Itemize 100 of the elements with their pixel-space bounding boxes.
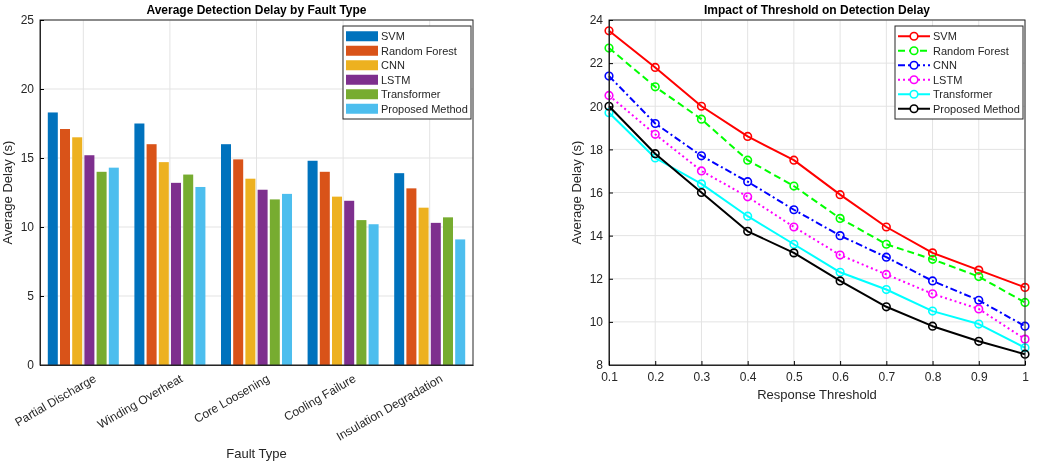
point — [974, 271, 984, 282]
point — [604, 71, 614, 81]
bar — [146, 144, 157, 365]
bar — [430, 222, 441, 365]
point — [881, 284, 891, 295]
x-tick-label: 0.3 — [693, 369, 711, 384]
point — [696, 101, 707, 111]
point — [789, 205, 799, 215]
x-tick-label: 0.4 — [739, 369, 757, 384]
bar — [418, 207, 429, 365]
y-axis-title: Average Delay (s) — [0, 140, 15, 245]
point — [696, 114, 707, 124]
point — [604, 26, 614, 36]
x-tick-label: 1 — [1022, 369, 1030, 384]
bar — [282, 193, 293, 365]
point — [927, 276, 938, 286]
y-tick-label: 5 — [27, 289, 35, 304]
bar — [319, 171, 330, 365]
bar — [269, 199, 280, 365]
point — [604, 90, 614, 101]
point — [696, 187, 707, 198]
point — [835, 213, 845, 223]
bar — [332, 196, 342, 365]
bar — [455, 239, 466, 365]
bar — [47, 112, 58, 365]
legend-label: SVM — [933, 30, 957, 43]
bar — [60, 129, 70, 365]
x-tick-label: 0.2 — [647, 369, 665, 384]
point — [743, 177, 753, 187]
point — [974, 304, 984, 314]
bar — [72, 137, 83, 365]
legend-label: CNN — [381, 59, 405, 72]
point — [650, 62, 660, 73]
y-tick-label: 20 — [589, 99, 604, 114]
y-tick-label: 20 — [20, 82, 35, 97]
bar — [406, 188, 417, 365]
chart-title: Average Detection Delay by Fault Type — [146, 3, 367, 17]
point — [604, 108, 614, 118]
point — [604, 43, 614, 53]
x-tick-label: 0.9 — [970, 369, 988, 384]
legend-label: LSTM — [933, 73, 963, 86]
y-axis-title: Average Delay (s) — [569, 140, 584, 245]
point — [927, 248, 938, 258]
point — [974, 336, 984, 346]
bar — [307, 160, 318, 365]
point — [881, 239, 891, 249]
point — [881, 222, 891, 232]
point — [881, 302, 891, 312]
bar — [257, 189, 268, 365]
point — [789, 155, 799, 165]
bar — [195, 186, 206, 365]
x-tick-label: 0.5 — [786, 369, 804, 384]
point — [927, 254, 938, 264]
bar — [171, 182, 181, 365]
point — [835, 250, 845, 260]
point — [789, 222, 799, 232]
bar — [134, 123, 145, 365]
y-tick-label: 25 — [20, 13, 35, 28]
y-tick-label: 0 — [27, 358, 35, 373]
point — [650, 82, 660, 92]
legend-label: Proposed Method — [381, 102, 468, 115]
point — [974, 319, 984, 329]
legend-label: CNN — [933, 59, 957, 72]
point — [835, 231, 845, 241]
y-tick-label: 16 — [589, 185, 604, 200]
point — [743, 211, 753, 221]
legend-label: Random Forest — [933, 44, 1009, 57]
point — [1020, 349, 1030, 359]
point — [974, 265, 984, 275]
point — [927, 289, 938, 299]
point — [835, 267, 845, 277]
legend-label: LSTM — [381, 73, 411, 86]
chart-title: Impact of Threshold on Detection Delay — [703, 3, 931, 17]
legend-label: SVM — [381, 30, 405, 43]
legend-label: Transformer — [933, 88, 993, 101]
point — [1020, 297, 1030, 308]
bar — [220, 144, 231, 365]
point — [835, 276, 845, 286]
bar — [158, 162, 169, 365]
legend-label: Transformer — [381, 88, 441, 101]
bar — [368, 224, 379, 365]
point — [1020, 282, 1030, 292]
point — [650, 149, 660, 159]
y-tick-label: 15 — [20, 151, 35, 166]
point — [743, 131, 753, 142]
y-tick-label: 8 — [596, 358, 604, 373]
point — [1020, 321, 1030, 331]
bar — [183, 174, 194, 365]
point — [927, 306, 938, 316]
point — [650, 118, 660, 129]
y-tick-label: 22 — [589, 56, 604, 71]
legend-label: Proposed Method — [933, 102, 1020, 115]
point — [789, 181, 799, 191]
point — [927, 321, 938, 331]
bar — [108, 167, 119, 365]
point — [743, 155, 753, 165]
bar — [394, 173, 405, 365]
point — [881, 252, 891, 262]
bar — [96, 171, 107, 365]
y-tick-label: 18 — [589, 142, 604, 157]
